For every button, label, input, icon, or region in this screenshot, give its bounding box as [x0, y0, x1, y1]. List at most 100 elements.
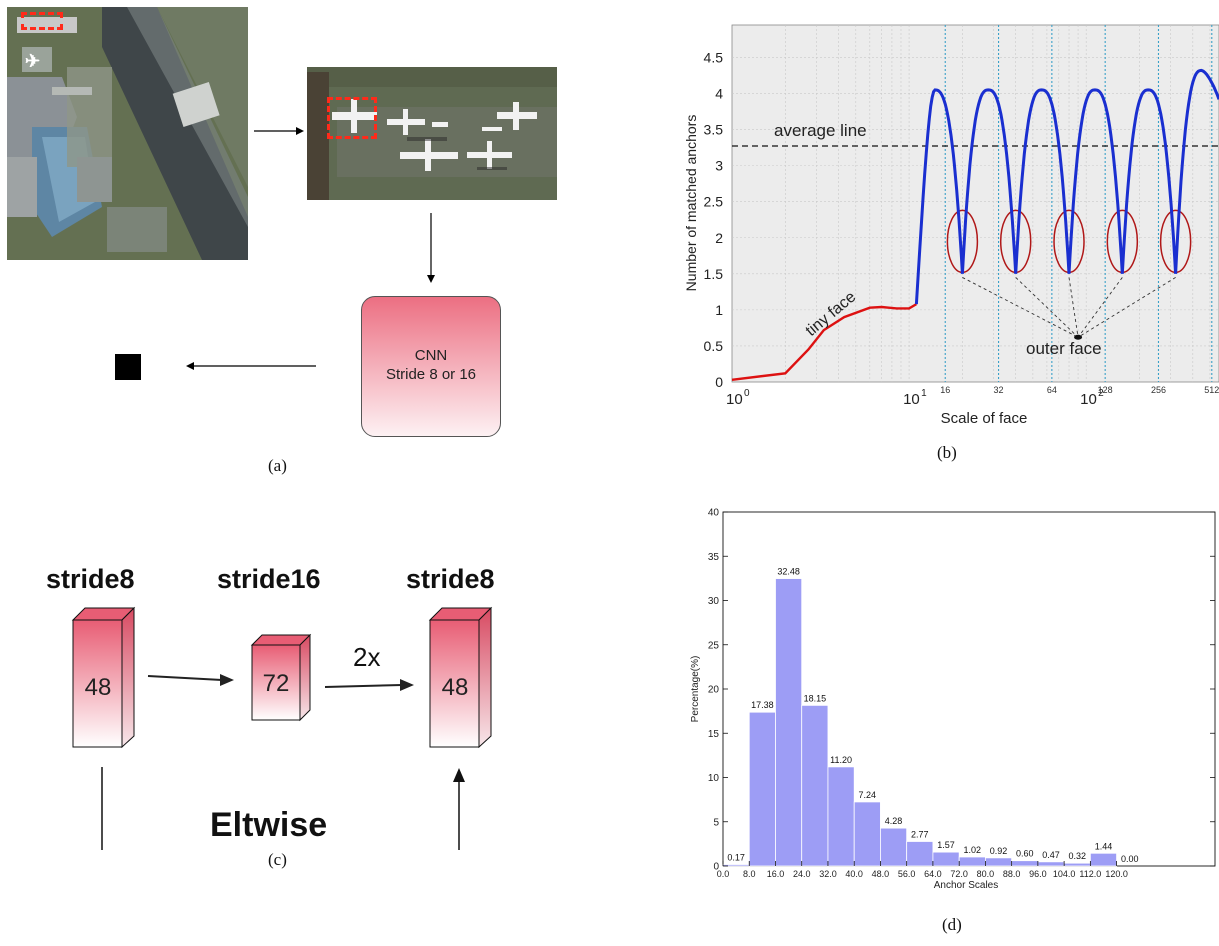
caption-d: (d): [942, 915, 962, 934]
x-tick-label: 0.0: [717, 869, 730, 879]
highlight-box-large: [327, 97, 377, 139]
y-tick-label: 0.5: [704, 338, 724, 354]
y-tick-label: 30: [708, 596, 720, 607]
cnn-stride-label: Stride 8 or 16: [385, 366, 477, 383]
histogram-bar: [748, 711, 776, 867]
x-tick-label: 120.0: [1105, 869, 1128, 879]
x-tick-label: 48.0: [872, 869, 890, 879]
fan-line: [1077, 277, 1123, 338]
x-axis-label: Anchor Scales: [934, 880, 998, 890]
highlight-box-small: [21, 12, 63, 30]
feature-box-1-value: 48: [85, 674, 112, 701]
y-tick-label: 3: [715, 158, 723, 174]
fan-line: [1068, 277, 1079, 338]
fan-origin-dot: [1074, 334, 1083, 340]
matched-anchors-curve: [914, 68, 1219, 305]
y-tick-label: 2: [715, 230, 723, 246]
histogram-bar: [1063, 862, 1091, 867]
y-tick-label: 0: [713, 862, 719, 873]
bar-value-label: 0.60: [1016, 849, 1034, 859]
outer-face-label: outer face: [1026, 339, 1102, 358]
histogram-bar: [1011, 860, 1039, 867]
bar-value-label: 0.47: [1042, 850, 1060, 860]
anchor-scale-tick-label: 512: [1204, 385, 1219, 395]
caption-a: (a): [268, 456, 287, 475]
anchor-scale-tick-label: 32: [994, 385, 1004, 395]
fan-line: [1015, 277, 1079, 338]
stride-label-2: stride16: [217, 564, 321, 594]
y-tick-label: 35: [708, 552, 720, 563]
histogram-bar: [880, 827, 908, 867]
x-tick-label: 40.0: [845, 869, 863, 879]
panel-b-plot: average line tiny face outer face 00.511…: [683, 24, 1219, 427]
x-tick-label: 10: [1080, 391, 1097, 408]
arrow-down-icon: [427, 213, 435, 283]
x-tick-label: 104.0: [1053, 869, 1076, 879]
arrow-right-icon: [324, 679, 414, 691]
bar-value-label: 32.48: [777, 567, 800, 577]
cnn-label: CNN: [414, 347, 448, 364]
bar-value-label: 1.44: [1095, 841, 1113, 851]
bar-value-label: 2.77: [911, 829, 929, 839]
y-axis-label: Percentage(%): [690, 656, 701, 723]
x-tick-exponent: 2: [1098, 388, 1104, 399]
y-tick-label: 0: [715, 374, 723, 390]
histogram-bar: [958, 856, 986, 867]
x-tick-label: 112.0: [1079, 869, 1101, 879]
upsample-label: 2x: [353, 642, 380, 672]
anchor-scale-tick-label: 256: [1151, 385, 1166, 395]
average-line-label: average line: [774, 121, 867, 140]
histogram-bar: [827, 766, 855, 867]
y-tick-label: 1: [715, 302, 723, 318]
tiny-face-curve: [731, 303, 918, 381]
stride-label-3: stride8: [406, 564, 495, 594]
bar-value-label: 1.57: [937, 840, 955, 850]
feature-box-3: 48: [428, 606, 493, 749]
x-tick-exponent: 1: [921, 388, 927, 399]
crop-image: [307, 67, 557, 200]
fan-line: [1077, 277, 1176, 338]
eltwise-label: Eltwise: [210, 806, 327, 844]
y-tick-label: 4: [715, 86, 723, 102]
panel-c-diagram: stride8 stride16 stride8 48 72 48 2x Elt…: [46, 564, 495, 850]
bar-value-label: 4.28: [885, 816, 903, 826]
histogram-bar: [1089, 852, 1117, 867]
histogram-bar: [801, 704, 829, 867]
aerial-image: ✈: [7, 7, 248, 260]
x-tick-label: 10: [726, 391, 743, 408]
x-tick-label: 32.0: [819, 869, 837, 879]
bar-value-label: 18.15: [804, 693, 827, 703]
histogram-bar: [1037, 861, 1065, 867]
y-tick-label: 15: [708, 729, 720, 740]
caption-b: (b): [937, 443, 957, 462]
histogram-bar: [853, 801, 881, 867]
cnn-box: CNN Stride 8 or 16: [361, 296, 501, 437]
feature-box-1: 48: [71, 606, 136, 749]
x-tick-label: 10: [903, 391, 920, 408]
fan-line: [962, 277, 1079, 338]
x-tick-label: 96.0: [1029, 869, 1047, 879]
y-tick-label: 25: [708, 640, 720, 651]
y-tick-label: 20: [708, 685, 720, 696]
anchor-scale-tick-label: 128: [1098, 385, 1113, 395]
bar-value-label: 0.00: [1121, 854, 1139, 864]
x-tick-label: 16.0: [767, 869, 785, 879]
x-tick-label: 8.0: [743, 869, 756, 879]
bar-value-label: 11.20: [830, 755, 852, 765]
svg-text:✈: ✈: [25, 51, 40, 71]
x-tick-label: 72.0: [950, 869, 968, 879]
caption-c: (c): [268, 850, 287, 869]
y-tick-label: 3.5: [704, 122, 724, 138]
panel-d-chart: 0.17 17.38 32.48 18.15 11.20 7.24 4.28 2.77 1.57…: [690, 508, 1216, 890]
arrow-left-icon: [186, 362, 316, 370]
bar-value-label: 0.32: [1068, 851, 1086, 861]
histogram-bar: [906, 841, 934, 867]
bar-value-label: 7.24: [859, 790, 877, 800]
y-tick-label: 5: [713, 817, 719, 828]
skip-connection: [101, 767, 465, 850]
y-tick-label: 2.5: [704, 194, 724, 210]
bar-value-label: 17.38: [751, 700, 774, 710]
x-tick-label: 24.0: [793, 869, 811, 879]
bar-value-label: 0.92: [990, 846, 1008, 856]
x-axis-label: Scale of face: [941, 410, 1028, 427]
